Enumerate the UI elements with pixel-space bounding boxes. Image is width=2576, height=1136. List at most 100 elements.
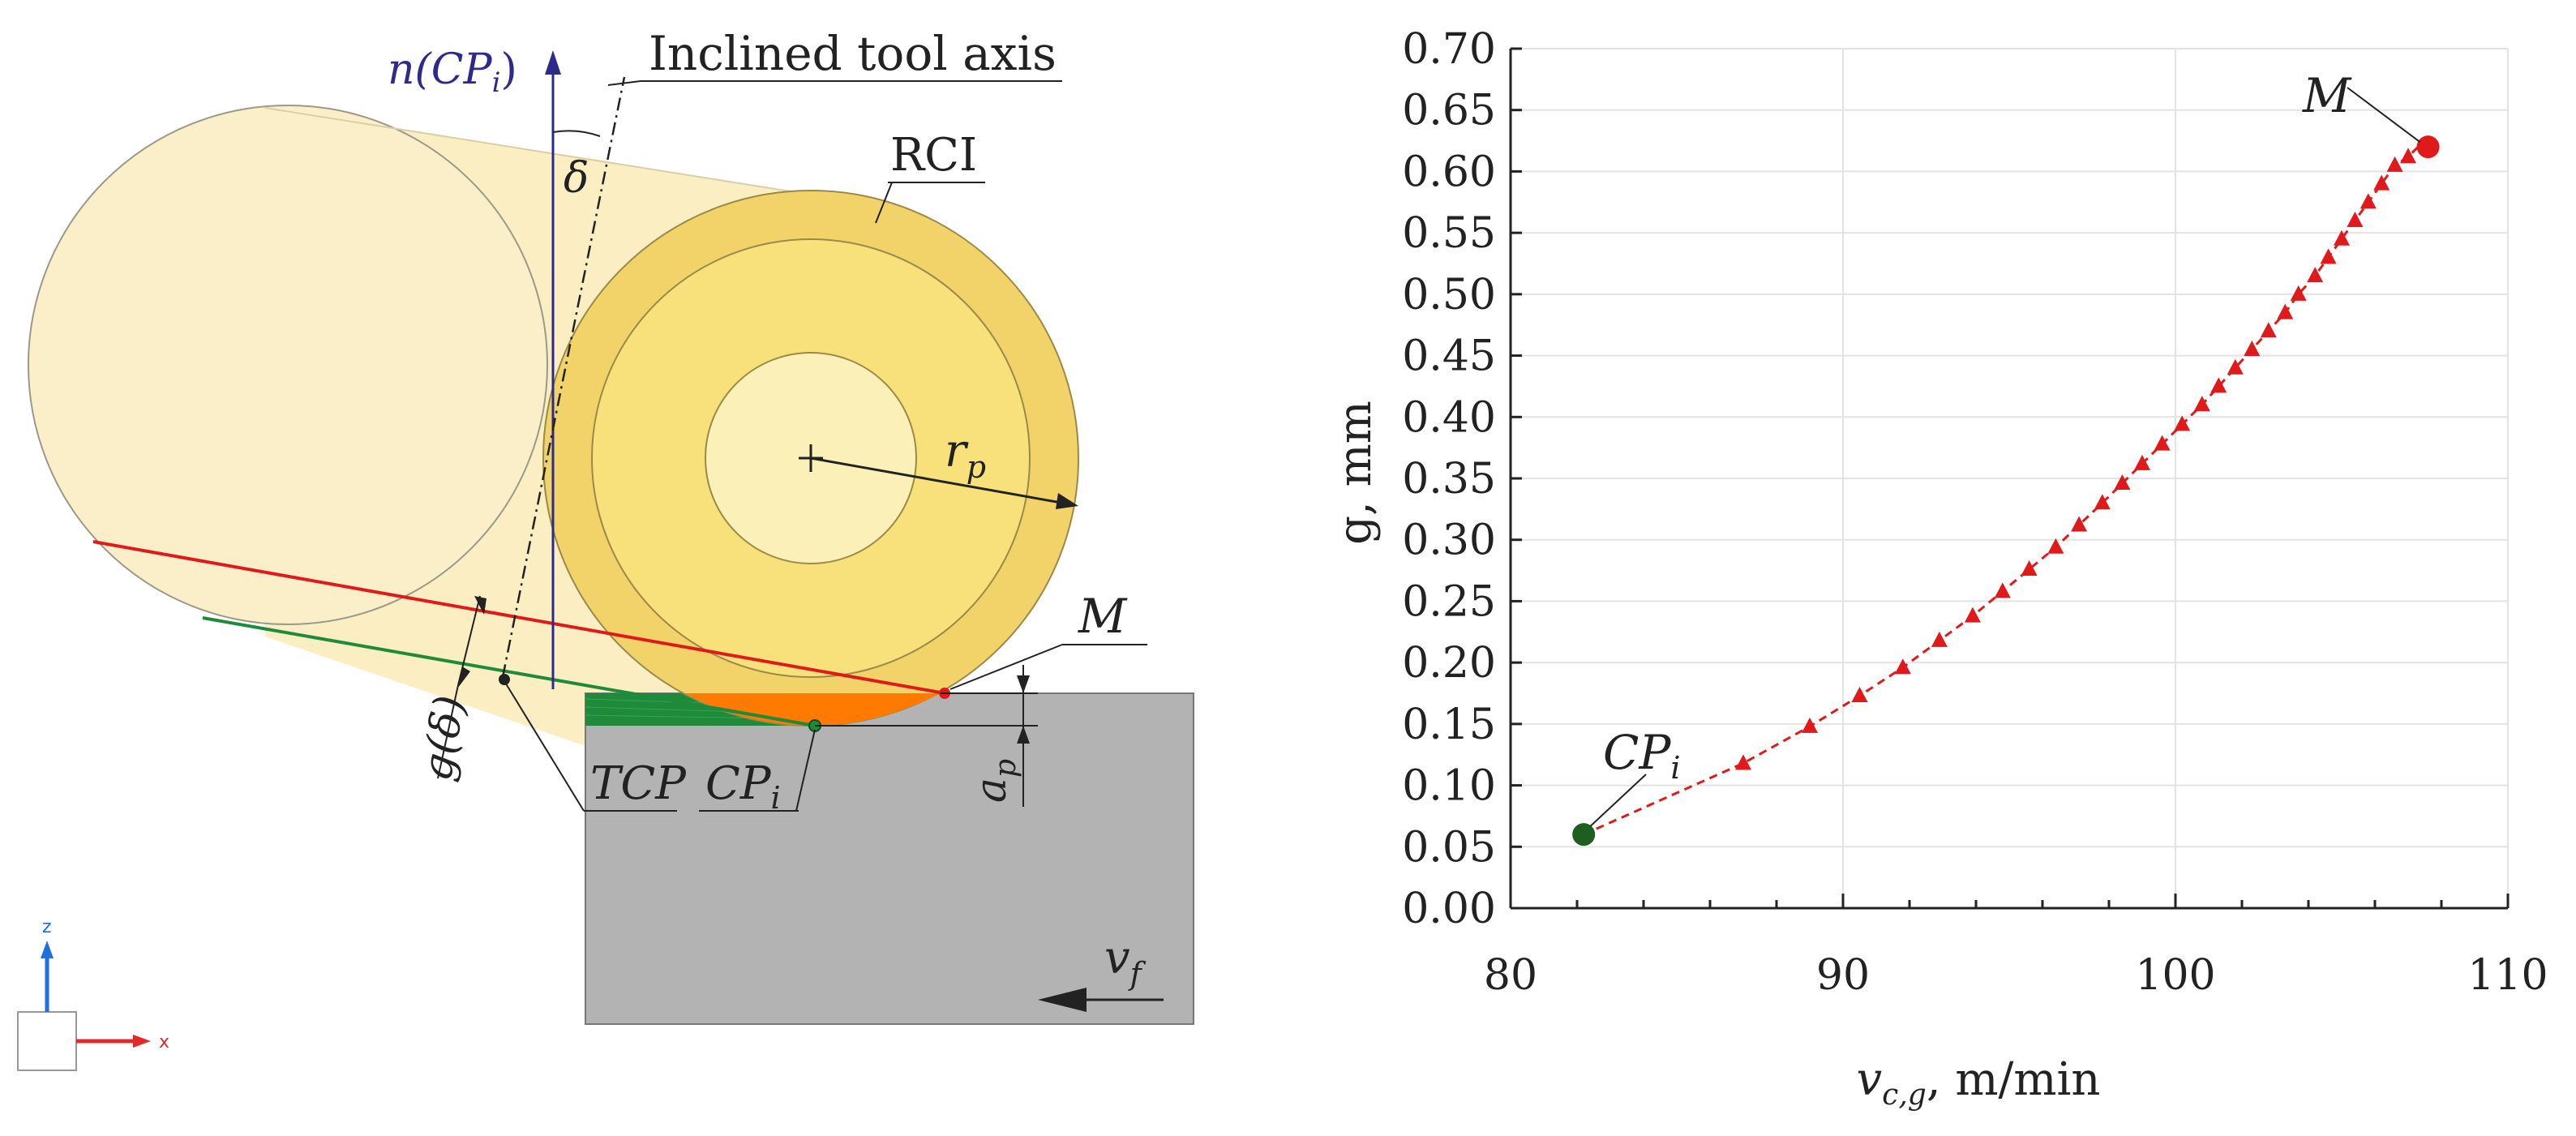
series-point-0-27 xyxy=(2360,193,2377,209)
ap-arrow-top xyxy=(1017,675,1030,693)
chart-ticks: 0.00 0.05 0.10 0.15 0.20 0.25 0.30 0.35 0.40 0.45… xyxy=(1402,25,2548,1000)
series-point-0-25 xyxy=(2334,229,2350,246)
y-tick-label-13: 0.65 xyxy=(1402,87,1496,135)
y-tick-label-8: 0.40 xyxy=(1402,393,1496,442)
rci-leader xyxy=(875,182,893,224)
y-tick-label-10: 0.50 xyxy=(1402,271,1496,319)
label-rci: RCI xyxy=(890,129,977,182)
label-tcp: TCP xyxy=(590,757,687,810)
label-cp: CPi xyxy=(1603,725,1681,786)
series-point-0-7 xyxy=(1994,582,2011,598)
series-point-0-14 xyxy=(2154,435,2171,451)
series-point-0-12 xyxy=(2114,474,2131,491)
series-point-0-22 xyxy=(2290,285,2307,301)
chart-series xyxy=(1583,146,2420,836)
y-tick-label-3: 0.15 xyxy=(1402,701,1496,749)
label-triad-z: z xyxy=(42,917,52,937)
series-point-0-16 xyxy=(2193,396,2210,412)
tcp-leader xyxy=(504,680,585,812)
label-rp: rp xyxy=(945,425,986,485)
series-point-0-21 xyxy=(2277,303,2294,319)
y-tick-label-14: 0.70 xyxy=(1402,25,1496,74)
gdelta-arrow-bottom xyxy=(458,667,470,688)
series-line-0 xyxy=(1583,146,2420,836)
series-point-0-28 xyxy=(2373,174,2390,191)
series-point-0-24 xyxy=(2320,248,2337,264)
chip-orange xyxy=(685,693,941,726)
series-point-0-6 xyxy=(1964,607,1981,623)
x-tick-label-3: 110 xyxy=(2467,951,2548,1000)
cpi-leader xyxy=(795,729,816,812)
chart-points: CPi M xyxy=(1572,68,2440,847)
label-g-delta: g(δ) xyxy=(413,692,475,784)
y-tick-label-7: 0.35 xyxy=(1402,455,1496,504)
series-point-0-29 xyxy=(2386,156,2403,172)
cylinder-top-edge xyxy=(264,107,812,195)
rp-arrow xyxy=(810,457,1071,506)
series-point-0-13 xyxy=(2134,454,2150,470)
x-tick-label-2: 100 xyxy=(2135,951,2215,1000)
series-point-0-15 xyxy=(2174,415,2191,431)
y-tick-label-6: 0.30 xyxy=(1402,517,1496,565)
tool-axis xyxy=(501,76,626,678)
tool-axis-leader xyxy=(607,80,641,86)
delta-arc xyxy=(552,130,601,137)
series-point-0-11 xyxy=(2094,494,2111,510)
series-point-0-19 xyxy=(2244,341,2261,356)
series-point-0-2 xyxy=(1802,717,1818,733)
chart: 0.00 0.05 0.10 0.15 0.20 0.25 0.30 0.35 0.40 0.45… xyxy=(1329,25,2548,1112)
green-line xyxy=(202,616,816,727)
m-leader xyxy=(949,644,1063,690)
y-tick-label-4: 0.20 xyxy=(1402,639,1496,688)
series-point-0-26 xyxy=(2347,212,2364,227)
series-point-0-23 xyxy=(2307,267,2324,283)
cylinder-back-face xyxy=(28,105,548,625)
series-point-0-8 xyxy=(2021,560,2038,577)
vf-arrowhead xyxy=(1038,988,1087,1012)
y-tick-label-9: 0.45 xyxy=(1402,332,1496,381)
series-point-0-3 xyxy=(1851,687,1868,703)
y-tick-label-5: 0.25 xyxy=(1402,577,1496,626)
normal-axis-arrowhead xyxy=(545,50,561,75)
gdelta-arrow-top xyxy=(474,596,486,615)
series-point-0-10 xyxy=(2071,516,2088,532)
label-triad-x: x xyxy=(159,1032,169,1052)
x-tick-label-0: 80 xyxy=(1484,951,1537,1000)
red-line xyxy=(92,540,945,695)
label-cpi: CPi xyxy=(705,757,781,816)
series-point-0-9 xyxy=(2047,538,2064,554)
marker-cp xyxy=(1572,823,1596,847)
triad-z-arrow xyxy=(41,941,54,958)
gdelta-ext xyxy=(437,684,459,779)
geometry-diagram: n(CPi) Inclined tool axis δ RCI rp M g(δ… xyxy=(17,26,1194,1071)
label-tool-axis: Inclined tool axis xyxy=(649,26,1057,81)
series-point-0-30 xyxy=(2400,148,2416,164)
label-delta: δ xyxy=(564,154,589,203)
y-tick-label-0: 0.00 xyxy=(1402,885,1496,933)
leader-m xyxy=(2347,87,2421,143)
label-m: M xyxy=(2302,68,2352,123)
x-axis-label: vc,g, m/min xyxy=(1857,1053,2101,1112)
marker-m xyxy=(2416,135,2440,159)
triad-box xyxy=(17,1011,77,1071)
series-point-0-1 xyxy=(1735,754,1751,770)
y-tick-label-12: 0.60 xyxy=(1402,148,1496,196)
y-axis-label: g, mm xyxy=(1329,401,1382,545)
y-tick-label-11: 0.55 xyxy=(1402,209,1496,258)
label-m: M xyxy=(1078,589,1128,644)
series-point-0-5 xyxy=(1931,631,1948,647)
triad-x-arrow xyxy=(133,1035,151,1048)
y-tick-label-1: 0.05 xyxy=(1402,823,1496,872)
workpiece xyxy=(585,692,1194,1025)
series-point-0-17 xyxy=(2210,377,2227,393)
tcp-point xyxy=(499,674,510,685)
series-point-0-18 xyxy=(2227,358,2244,375)
ap-arrow-bottom xyxy=(1017,726,1030,744)
x-tick-label-1: 90 xyxy=(1816,951,1870,1000)
leader-cpi xyxy=(1589,774,1647,827)
y-tick-label-2: 0.10 xyxy=(1402,762,1496,811)
label-ap: ap xyxy=(967,759,1022,803)
rp-arrowhead xyxy=(1056,493,1078,509)
series-point-0-4 xyxy=(1894,658,1911,675)
